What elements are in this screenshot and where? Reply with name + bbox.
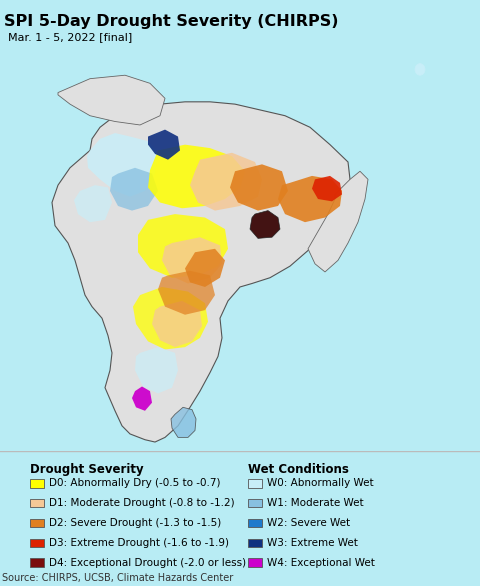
Bar	[30, 499, 44, 507]
Polygon shape	[110, 168, 158, 210]
Polygon shape	[138, 214, 228, 278]
Polygon shape	[52, 102, 350, 442]
Text: D0: Abnormally Dry (-0.5 to -0.7): D0: Abnormally Dry (-0.5 to -0.7)	[49, 478, 220, 488]
Polygon shape	[308, 171, 368, 272]
Text: W4: Exceptional Wet: W4: Exceptional Wet	[267, 558, 375, 568]
Text: D1: Moderate Drought (-0.8 to -1.2): D1: Moderate Drought (-0.8 to -1.2)	[49, 498, 235, 508]
Polygon shape	[162, 237, 222, 284]
Bar	[248, 519, 262, 527]
Polygon shape	[74, 185, 112, 222]
Text: W1: Moderate Wet: W1: Moderate Wet	[267, 498, 364, 508]
Bar	[248, 558, 262, 567]
Bar	[248, 479, 262, 488]
Bar	[30, 519, 44, 527]
Polygon shape	[312, 176, 342, 202]
Polygon shape	[152, 301, 202, 347]
Text: Mar. 1 - 5, 2022 [final]: Mar. 1 - 5, 2022 [final]	[8, 32, 132, 42]
Polygon shape	[190, 153, 262, 210]
Polygon shape	[158, 271, 215, 315]
Bar	[248, 499, 262, 507]
Polygon shape	[135, 347, 178, 393]
Text: W0: Abnormally Wet: W0: Abnormally Wet	[267, 478, 373, 488]
Bar	[30, 558, 44, 567]
Polygon shape	[132, 387, 152, 411]
Text: D3: Extreme Drought (-1.6 to -1.9): D3: Extreme Drought (-1.6 to -1.9)	[49, 538, 229, 548]
Text: Source: CHIRPS, UCSB, Climate Hazards Center: Source: CHIRPS, UCSB, Climate Hazards Ce…	[2, 573, 233, 582]
Polygon shape	[148, 145, 245, 208]
Bar	[248, 539, 262, 547]
Text: W2: Severe Wet: W2: Severe Wet	[267, 518, 350, 528]
Bar	[30, 479, 44, 488]
Text: W3: Extreme Wet: W3: Extreme Wet	[267, 538, 358, 548]
Text: Wet Conditions: Wet Conditions	[248, 464, 349, 476]
Polygon shape	[171, 407, 196, 437]
Polygon shape	[250, 210, 280, 239]
Text: D4: Exceptional Drought (-2.0 or less): D4: Exceptional Drought (-2.0 or less)	[49, 558, 246, 568]
Text: D2: Severe Drought (-1.3 to -1.5): D2: Severe Drought (-1.3 to -1.5)	[49, 518, 221, 528]
Bar	[30, 539, 44, 547]
Circle shape	[415, 64, 425, 75]
Polygon shape	[133, 287, 208, 349]
Polygon shape	[87, 133, 158, 197]
Polygon shape	[230, 164, 288, 210]
Polygon shape	[278, 176, 342, 222]
Text: Drought Severity: Drought Severity	[30, 464, 144, 476]
Text: SPI 5-Day Drought Severity (CHIRPS): SPI 5-Day Drought Severity (CHIRPS)	[4, 14, 338, 29]
Polygon shape	[58, 75, 165, 125]
Polygon shape	[185, 249, 225, 287]
Polygon shape	[148, 130, 180, 160]
